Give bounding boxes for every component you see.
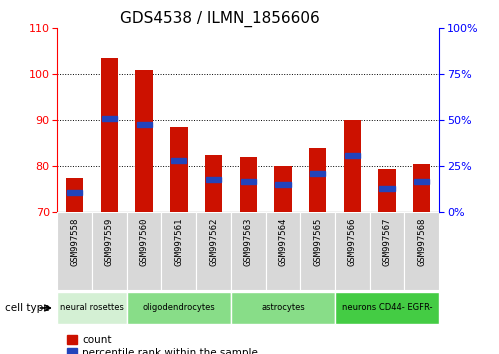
Bar bbox=[379, 186, 395, 191]
Text: neurons CD44- EGFR-: neurons CD44- EGFR- bbox=[342, 303, 432, 313]
Text: GSM997566: GSM997566 bbox=[348, 218, 357, 266]
Bar bbox=[231, 292, 335, 324]
Bar bbox=[300, 212, 335, 290]
Text: GSM997564: GSM997564 bbox=[278, 218, 287, 266]
Text: GSM997559: GSM997559 bbox=[105, 218, 114, 266]
Text: GSM997562: GSM997562 bbox=[209, 218, 218, 266]
Bar bbox=[265, 212, 300, 290]
Bar bbox=[66, 178, 83, 212]
Bar bbox=[309, 148, 326, 212]
Bar bbox=[170, 127, 188, 212]
Legend: count, percentile rank within the sample: count, percentile rank within the sample bbox=[62, 331, 262, 354]
Bar bbox=[196, 212, 231, 290]
Text: GSM997560: GSM997560 bbox=[140, 218, 149, 266]
Bar bbox=[231, 212, 265, 290]
Bar bbox=[102, 116, 117, 121]
Text: GSM997558: GSM997558 bbox=[70, 218, 79, 266]
Bar bbox=[241, 178, 256, 184]
Text: GSM997561: GSM997561 bbox=[174, 218, 183, 266]
Bar bbox=[413, 164, 431, 212]
Bar bbox=[344, 120, 361, 212]
Bar bbox=[310, 171, 325, 176]
Bar bbox=[92, 212, 127, 290]
Bar bbox=[67, 190, 82, 195]
Bar bbox=[171, 158, 187, 164]
Bar bbox=[414, 178, 430, 184]
Bar bbox=[240, 157, 257, 212]
Bar bbox=[345, 153, 360, 158]
Bar bbox=[274, 166, 291, 212]
Bar bbox=[335, 212, 370, 290]
Bar bbox=[137, 121, 152, 127]
Text: GSM997567: GSM997567 bbox=[383, 218, 392, 266]
Bar bbox=[370, 212, 404, 290]
Text: cell type: cell type bbox=[5, 303, 49, 313]
Bar bbox=[404, 212, 439, 290]
Text: GSM997568: GSM997568 bbox=[417, 218, 426, 266]
Bar bbox=[57, 212, 92, 290]
Text: GDS4538 / ILMN_1856606: GDS4538 / ILMN_1856606 bbox=[120, 11, 319, 27]
Text: GSM997565: GSM997565 bbox=[313, 218, 322, 266]
Bar bbox=[135, 70, 153, 212]
Text: GSM997563: GSM997563 bbox=[244, 218, 253, 266]
Bar bbox=[101, 58, 118, 212]
Bar bbox=[206, 177, 221, 182]
Bar bbox=[57, 292, 127, 324]
Text: astrocytes: astrocytes bbox=[261, 303, 305, 313]
Bar bbox=[127, 292, 231, 324]
Bar bbox=[127, 212, 162, 290]
Text: oligodendrocytes: oligodendrocytes bbox=[143, 303, 215, 313]
Bar bbox=[162, 212, 196, 290]
Bar bbox=[275, 182, 290, 187]
Bar bbox=[378, 169, 396, 212]
Bar bbox=[335, 292, 439, 324]
Bar bbox=[205, 155, 222, 212]
Text: neural rosettes: neural rosettes bbox=[60, 303, 124, 313]
